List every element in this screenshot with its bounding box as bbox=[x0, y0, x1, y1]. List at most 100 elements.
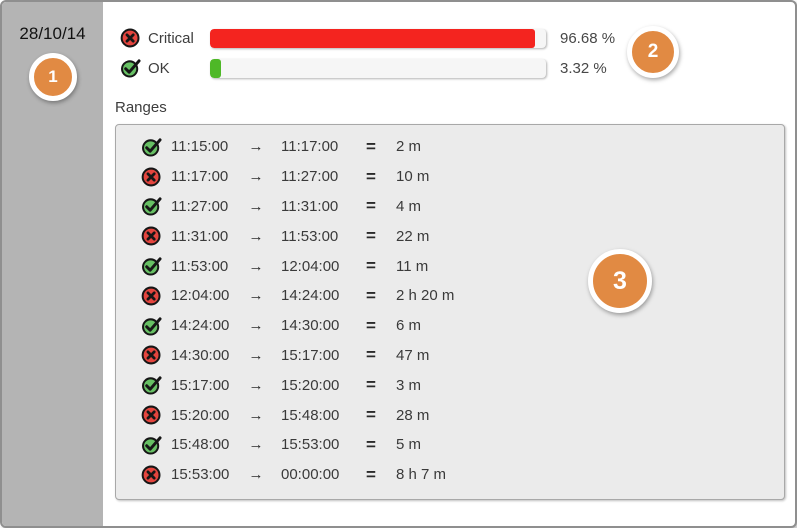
range-duration: 28 m bbox=[396, 406, 430, 424]
status-icon bbox=[141, 285, 163, 307]
range-end: 14:30:00 bbox=[281, 317, 340, 335]
range-row: 14:24:00 → 14:30:00 = 6 m bbox=[116, 311, 784, 341]
range-end: 11:27:00 bbox=[281, 168, 339, 186]
range-start: 11:17:00 bbox=[171, 168, 229, 186]
arrow-right-icon: → bbox=[248, 317, 264, 335]
range-end: 15:20:00 bbox=[281, 376, 340, 394]
arrow-right-icon: → bbox=[248, 406, 264, 424]
equals-icon: = bbox=[366, 256, 376, 276]
equals-icon: = bbox=[366, 405, 376, 425]
status-icon bbox=[141, 225, 163, 247]
critical-label: Critical bbox=[148, 29, 194, 47]
range-start: 15:53:00 bbox=[171, 466, 230, 484]
equals-icon: = bbox=[366, 226, 376, 246]
equals-icon: = bbox=[366, 375, 376, 395]
ok-icon bbox=[142, 138, 162, 157]
summary-row-critical: Critical 96.68 % bbox=[120, 23, 783, 53]
critical-icon bbox=[120, 27, 142, 49]
critical-percent: 96.68 % bbox=[560, 29, 616, 47]
range-duration: 8 h 7 m bbox=[396, 466, 447, 484]
ok-icon bbox=[142, 197, 162, 217]
range-start: 11:27:00 bbox=[171, 197, 229, 215]
report-main: Critical 96.68 % OK 3.32 % bbox=[103, 2, 795, 526]
range-start: 14:30:00 bbox=[171, 346, 230, 364]
range-start: 11:15:00 bbox=[171, 138, 229, 156]
range-end: 15:53:00 bbox=[281, 436, 340, 454]
critical-icon bbox=[141, 346, 161, 365]
range-start: 15:17:00 bbox=[171, 376, 230, 394]
status-summary: Critical 96.68 % OK 3.32 % bbox=[120, 23, 783, 83]
ok-icon bbox=[142, 257, 162, 276]
ok-icon bbox=[142, 317, 162, 336]
equals-icon: = bbox=[366, 285, 376, 305]
arrow-right-icon: → bbox=[248, 287, 264, 305]
range-row: 11:31:00 → 11:53:00 = 22 m bbox=[116, 221, 784, 251]
range-duration: 4 m bbox=[396, 197, 422, 215]
equals-icon: = bbox=[366, 315, 376, 335]
arrow-right-icon: → bbox=[248, 436, 264, 454]
range-duration: 11 m bbox=[396, 257, 429, 275]
ranges-title: Ranges bbox=[115, 99, 167, 116]
status-icon bbox=[141, 315, 163, 337]
range-duration: 10 m bbox=[396, 168, 430, 186]
ok-label: OK bbox=[148, 59, 170, 77]
ok-icon bbox=[142, 436, 162, 455]
range-duration: 47 m bbox=[396, 346, 430, 364]
equals-icon: = bbox=[366, 434, 376, 454]
status-icon bbox=[141, 344, 163, 366]
range-row: 11:27:00 → 11:31:00 = 4 m bbox=[116, 192, 784, 222]
range-end: 11:17:00 bbox=[281, 138, 339, 156]
equals-icon: = bbox=[366, 464, 376, 484]
range-end: 11:31:00 bbox=[281, 197, 339, 215]
range-end: 12:04:00 bbox=[281, 257, 340, 275]
range-end: 15:17:00 bbox=[281, 346, 340, 364]
arrow-right-icon: → bbox=[248, 227, 264, 245]
range-end: 15:48:00 bbox=[281, 406, 340, 424]
ok-bar-fill bbox=[210, 58, 222, 78]
ok-icon bbox=[142, 376, 162, 395]
range-end: 11:53:00 bbox=[281, 227, 339, 245]
arrow-right-icon: → bbox=[248, 257, 264, 275]
range-row: 15:20:00 → 15:48:00 = 28 m bbox=[116, 400, 784, 430]
ok-bar bbox=[210, 58, 546, 78]
callout-badge-2: 2 bbox=[627, 26, 679, 78]
range-row: 15:17:00 → 15:20:00 = 3 m bbox=[116, 370, 784, 400]
status-icon bbox=[141, 166, 163, 188]
range-duration: 2 m bbox=[396, 138, 422, 156]
status-icon bbox=[141, 464, 163, 486]
status-icon bbox=[141, 404, 163, 426]
ok-icon bbox=[120, 57, 142, 79]
range-start: 12:04:00 bbox=[171, 287, 230, 305]
callout-badge-3: 3 bbox=[588, 249, 652, 313]
critical-icon bbox=[141, 465, 161, 485]
critical-bar-fill bbox=[210, 28, 535, 48]
range-row: 11:15:00 → 11:17:00 = 2 m bbox=[116, 132, 784, 162]
equals-icon: = bbox=[366, 136, 376, 156]
range-duration: 2 h 20 m bbox=[396, 287, 455, 305]
equals-icon: = bbox=[366, 166, 376, 186]
range-start: 11:53:00 bbox=[171, 257, 229, 275]
range-start: 15:48:00 bbox=[171, 436, 230, 454]
report-date: 28/10/14 bbox=[19, 24, 86, 43]
equals-icon: = bbox=[366, 345, 376, 365]
equals-icon: = bbox=[366, 196, 376, 216]
range-row: 15:48:00 → 15:53:00 = 5 m bbox=[116, 430, 784, 460]
critical-icon bbox=[141, 167, 161, 187]
range-end: 00:00:00 bbox=[281, 466, 340, 484]
range-duration: 22 m bbox=[396, 227, 430, 245]
range-row: 15:53:00 → 00:00:00 = 8 h 7 m bbox=[116, 460, 784, 490]
range-start: 15:20:00 bbox=[171, 406, 230, 424]
status-icon bbox=[141, 434, 163, 456]
range-duration: 6 m bbox=[396, 317, 422, 335]
arrow-right-icon: → bbox=[248, 466, 264, 484]
status-icon bbox=[141, 195, 163, 217]
critical-icon bbox=[141, 226, 161, 246]
critical-icon bbox=[141, 286, 161, 306]
arrow-right-icon: → bbox=[248, 346, 264, 364]
range-duration: 5 m bbox=[396, 436, 422, 454]
critical-icon bbox=[141, 405, 161, 425]
status-icon bbox=[141, 255, 163, 277]
status-icon bbox=[141, 136, 163, 158]
date-sidebar: 28/10/14 1 bbox=[2, 2, 103, 526]
